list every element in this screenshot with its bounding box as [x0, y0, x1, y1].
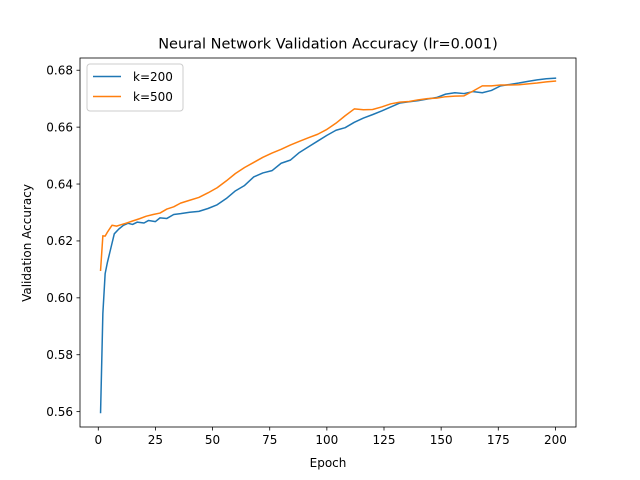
- y-axis-label: Validation Accuracy: [20, 184, 34, 302]
- x-tick-label-2: 50: [205, 433, 220, 447]
- legend: k=200 k=500: [86, 63, 184, 112]
- x-tick-label-7: 175: [487, 433, 510, 447]
- series-line-0: [99, 77, 557, 414]
- x-tick-label-1: 25: [148, 433, 163, 447]
- x-tick-label-5: 125: [373, 433, 396, 447]
- axes-frame: [79, 57, 577, 428]
- x-tick-label-4: 100: [315, 433, 338, 447]
- x-tick-label-8: 200: [544, 433, 567, 447]
- y-tick-label-2: 0.60: [46, 291, 73, 305]
- x-tick-label-0: 0: [94, 433, 102, 447]
- y-tick-label-1: 0.58: [46, 348, 73, 362]
- y-tick-label-4: 0.64: [46, 177, 73, 191]
- x-axis-label: Epoch: [310, 456, 347, 470]
- x-tick-label-3: 75: [262, 433, 277, 447]
- chart-title: Neural Network Validation Accuracy (lr=0…: [158, 37, 498, 53]
- series-line-1: [99, 80, 557, 272]
- plot-area: 0 25 50 75 100 125 150 175 200 0.56 0.58 0.60 0.62 0.…: [46, 57, 577, 447]
- x-tick-label-6: 150: [430, 433, 453, 447]
- y-tick-label-0: 0.56: [46, 405, 73, 419]
- y-tick-label-5: 0.66: [46, 120, 73, 134]
- legend-label-0: k=200: [133, 70, 173, 84]
- legend-label-1: k=500: [133, 90, 173, 104]
- y-tick-label-3: 0.62: [46, 234, 73, 248]
- y-tick-label-6: 0.68: [46, 64, 73, 78]
